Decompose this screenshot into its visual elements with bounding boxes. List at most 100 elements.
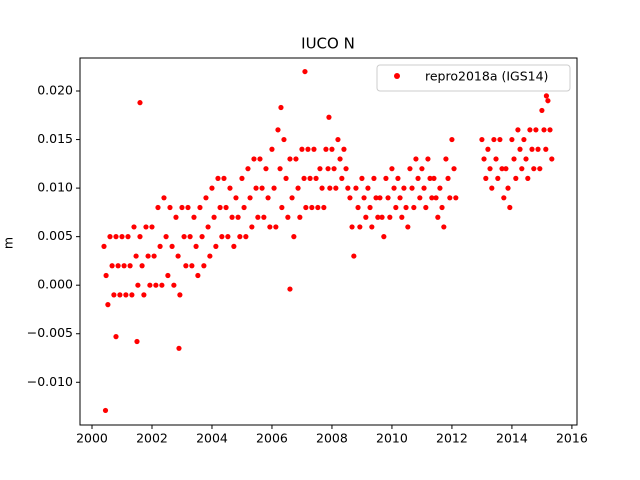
point xyxy=(147,282,153,288)
point xyxy=(275,127,281,133)
point xyxy=(313,175,319,181)
point xyxy=(415,175,421,181)
point xyxy=(423,204,429,211)
point xyxy=(267,224,273,230)
point xyxy=(295,185,301,191)
point xyxy=(157,243,163,249)
y-tick-label: 0.010 xyxy=(37,180,73,195)
point xyxy=(255,214,261,220)
point xyxy=(105,302,111,308)
point xyxy=(425,156,431,162)
point xyxy=(395,175,401,181)
legend-box xyxy=(376,64,571,92)
point xyxy=(535,146,541,152)
point xyxy=(397,195,403,201)
point xyxy=(433,195,439,201)
point xyxy=(495,175,501,181)
point xyxy=(493,156,499,162)
point xyxy=(345,185,351,191)
point xyxy=(347,195,353,201)
point xyxy=(341,146,347,152)
point xyxy=(283,175,289,181)
point xyxy=(285,214,291,220)
point xyxy=(349,224,355,230)
point xyxy=(447,195,453,201)
point xyxy=(159,282,165,288)
x-tick-label: 2004 xyxy=(196,431,228,446)
y-axis-label: m xyxy=(1,237,16,249)
point xyxy=(317,166,323,172)
point xyxy=(273,224,279,230)
point xyxy=(409,185,415,191)
point xyxy=(169,243,175,249)
point xyxy=(503,166,509,172)
point xyxy=(141,292,147,298)
x-tick-label: 2010 xyxy=(376,431,408,446)
plot-frame xyxy=(79,57,578,426)
point xyxy=(527,127,533,133)
point xyxy=(119,234,125,240)
point xyxy=(263,166,269,172)
point xyxy=(329,146,335,152)
point xyxy=(399,214,405,220)
point xyxy=(257,156,263,162)
point xyxy=(487,166,493,172)
point xyxy=(183,263,189,269)
point xyxy=(223,204,229,211)
point xyxy=(237,234,243,240)
point xyxy=(113,334,119,340)
point xyxy=(187,234,193,240)
y-tick-label: 0.020 xyxy=(37,83,73,98)
point xyxy=(545,98,551,104)
point xyxy=(519,166,525,172)
point xyxy=(411,204,417,211)
point xyxy=(387,214,393,220)
legend-label: repro2018a (IGS14) xyxy=(425,69,548,84)
point xyxy=(369,224,375,230)
point xyxy=(481,156,487,162)
point xyxy=(181,234,187,240)
point xyxy=(173,214,179,220)
point xyxy=(371,175,377,181)
point xyxy=(451,166,457,172)
point xyxy=(541,127,547,133)
point xyxy=(453,195,459,201)
point xyxy=(259,185,265,191)
point xyxy=(361,195,367,201)
y-tick-label: −0.005 xyxy=(27,325,73,340)
legend-marker xyxy=(394,73,400,79)
point xyxy=(207,253,213,259)
point xyxy=(199,234,205,240)
point xyxy=(531,166,537,172)
point xyxy=(391,185,397,191)
point xyxy=(485,146,491,152)
point xyxy=(479,136,485,143)
point xyxy=(385,195,391,201)
point xyxy=(413,156,419,162)
point xyxy=(431,175,437,181)
point xyxy=(163,234,169,240)
point xyxy=(389,166,395,172)
point xyxy=(393,204,399,211)
point xyxy=(367,204,373,211)
point xyxy=(291,234,297,240)
point xyxy=(327,185,333,191)
chart-title: IUCO N xyxy=(301,35,355,53)
point xyxy=(507,204,513,211)
point xyxy=(179,204,185,211)
x-tick-label: 2008 xyxy=(316,431,348,446)
point xyxy=(301,175,307,181)
point xyxy=(115,263,121,269)
point xyxy=(323,146,329,152)
point xyxy=(293,156,299,162)
point xyxy=(167,204,173,211)
point xyxy=(278,104,284,111)
point xyxy=(249,224,255,230)
x-tick-label: 2000 xyxy=(76,431,108,446)
point xyxy=(191,214,197,220)
point xyxy=(235,214,241,220)
point xyxy=(343,166,349,172)
point xyxy=(417,195,423,201)
point xyxy=(537,166,543,172)
point xyxy=(525,175,531,181)
